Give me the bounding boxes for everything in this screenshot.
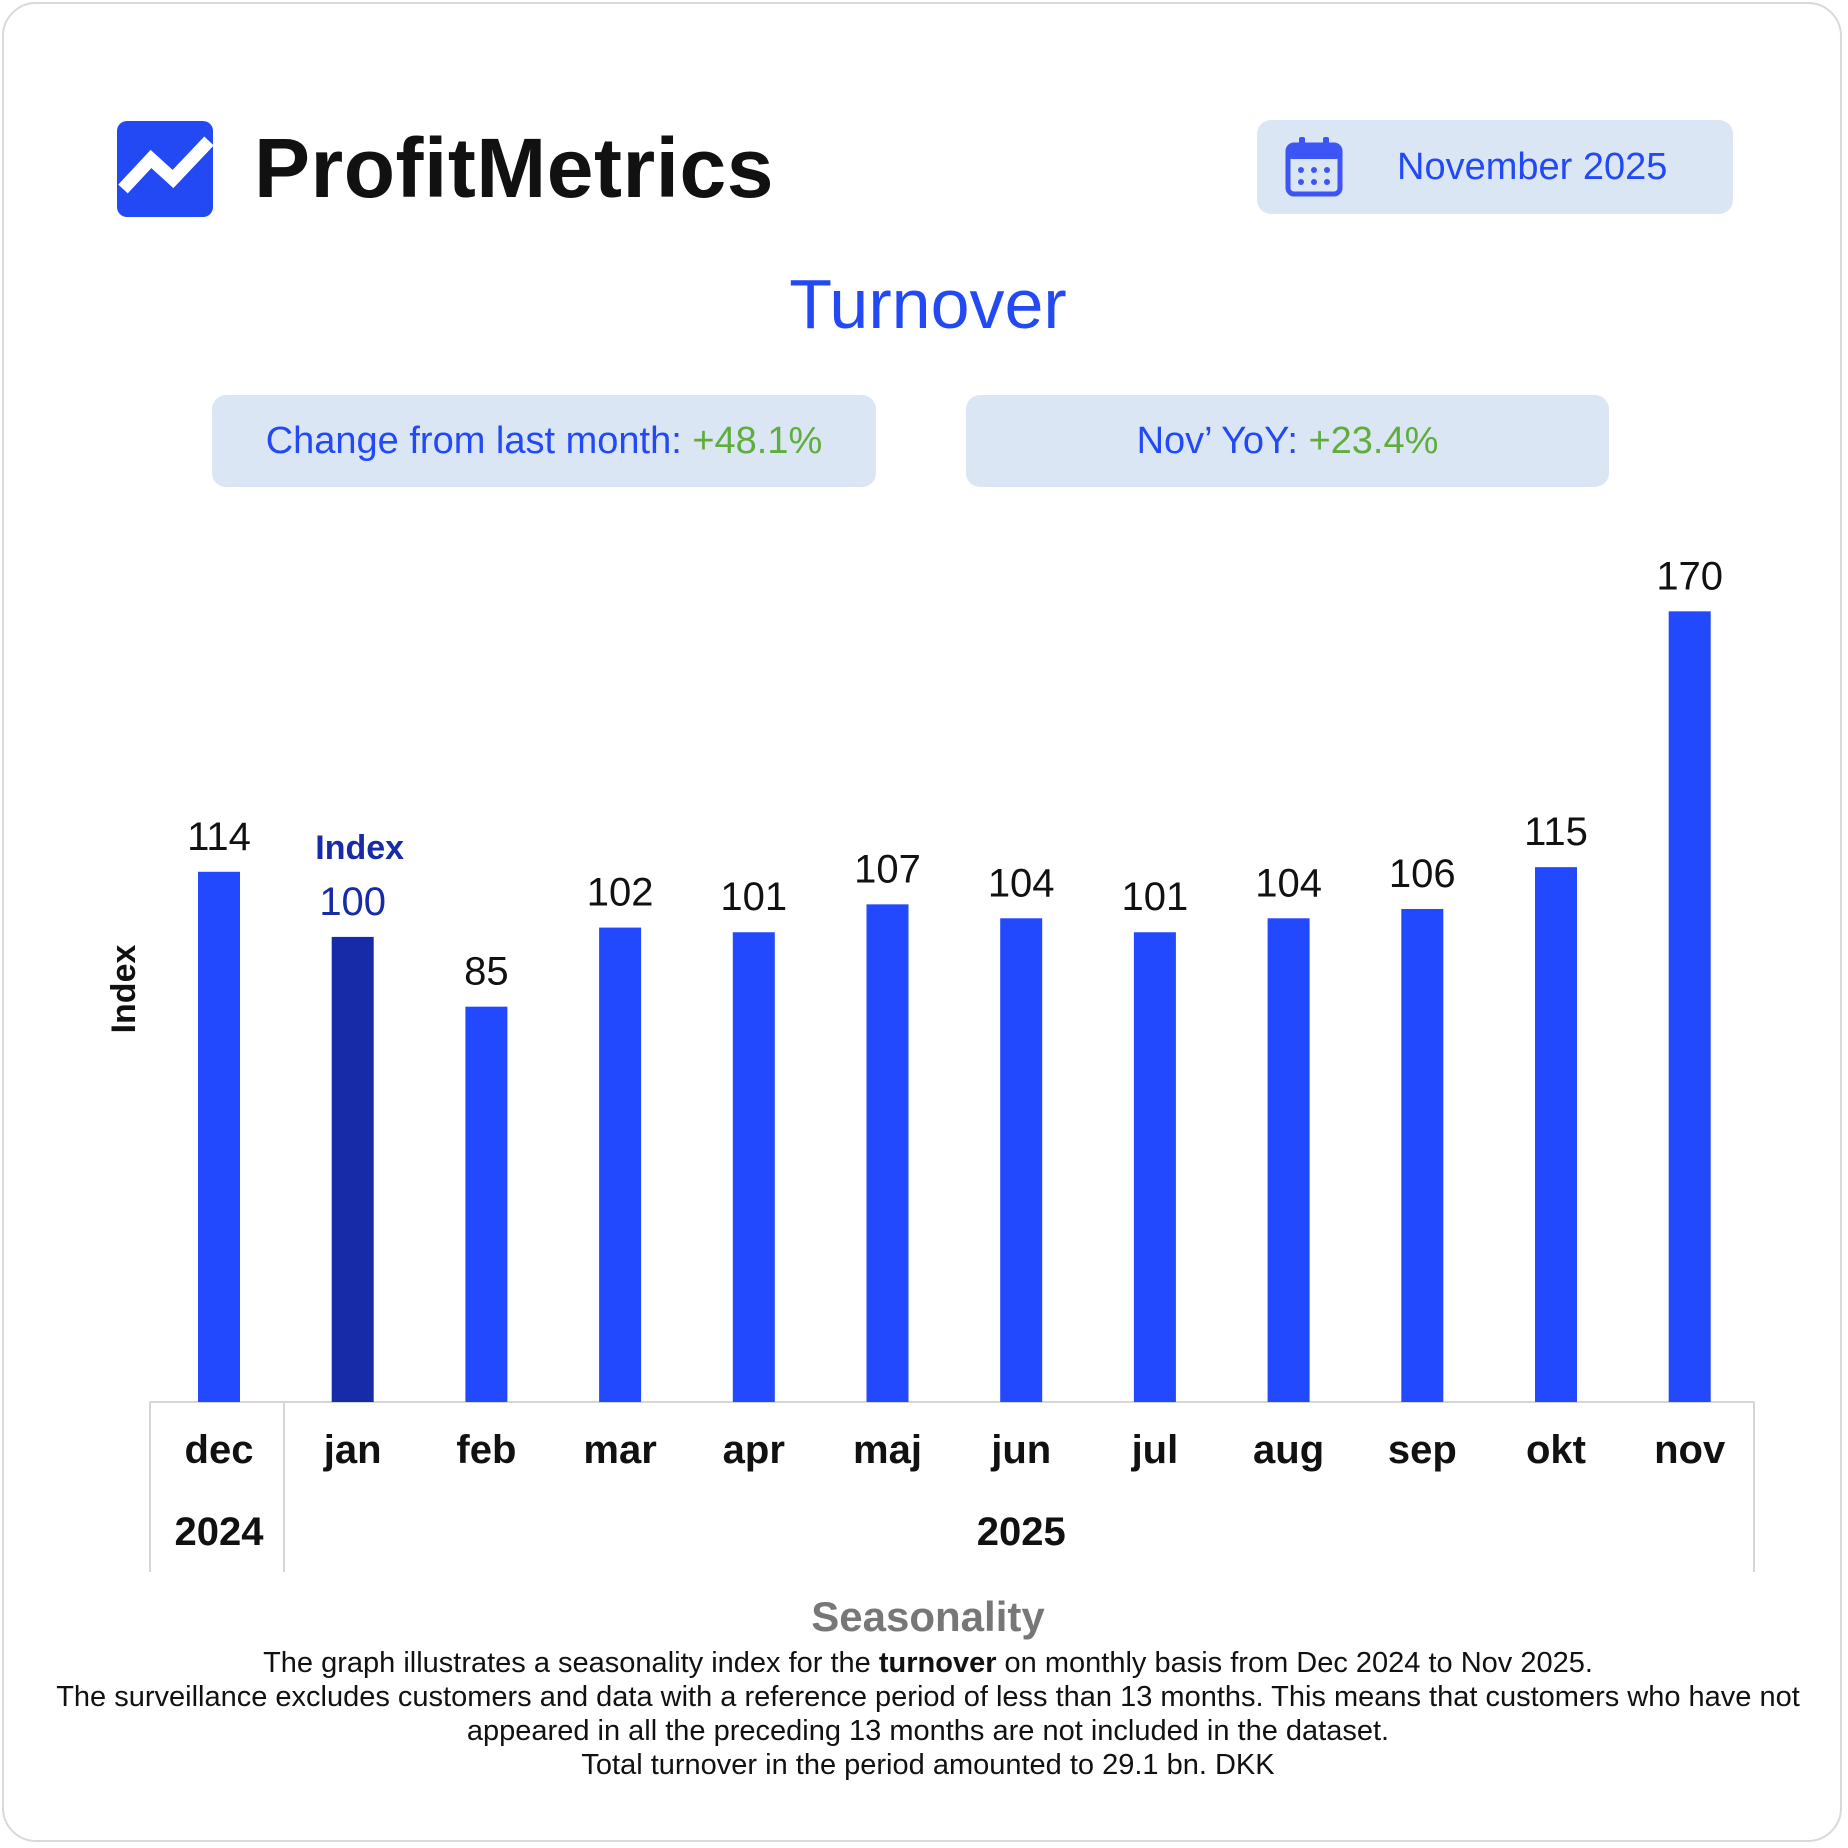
- kpi-yoy: Nov’ YoY: +23.4%: [966, 395, 1609, 487]
- calendar-icon: [1285, 137, 1343, 197]
- data-label-maj: 107: [854, 847, 921, 891]
- period-label: November 2025: [1397, 146, 1668, 188]
- x-tick-jul: jul: [1131, 1428, 1179, 1472]
- bar-jul: [1133, 932, 1176, 1402]
- bar-mar: [599, 927, 642, 1402]
- x-tick-okt: okt: [1526, 1428, 1586, 1472]
- year-label-2024: 2024: [175, 1510, 265, 1554]
- chart-title: Turnover: [789, 265, 1067, 343]
- data-label-jul: 101: [1122, 875, 1189, 919]
- bar-apr: [732, 932, 775, 1402]
- bar-jun: [1000, 918, 1043, 1402]
- brand-name: ProfitMetrics: [254, 121, 774, 215]
- data-label-dec: 114: [187, 815, 251, 859]
- footer-line-1-bold: turnover: [878, 1647, 997, 1679]
- x-tick-aug: aug: [1253, 1428, 1324, 1472]
- data-label-feb: 85: [464, 950, 509, 994]
- bar-nov: [1668, 611, 1711, 1402]
- data-label-aug: 104: [1255, 861, 1322, 905]
- trend-chart-logo: [117, 121, 213, 217]
- period-selector[interactable]: November 2025: [1257, 120, 1733, 214]
- data-label-nov: 170: [1656, 554, 1723, 598]
- footer-line-1: The graph illustrates a seasonality inde…: [44, 1646, 1812, 1680]
- x-tick-dec: dec: [185, 1428, 254, 1472]
- data-label-jun: 104: [988, 861, 1055, 905]
- kpi-yoy-label: Nov’ YoY:: [1136, 420, 1309, 462]
- data-label-jan: 100: [319, 880, 386, 924]
- bar-feb: [465, 1006, 508, 1402]
- x-tick-jan: jan: [323, 1428, 382, 1472]
- bar-dec: [198, 871, 240, 1402]
- footer-description: The graph illustrates a seasonality inde…: [44, 1646, 1812, 1782]
- kpi-month-change-value: +48.1%: [692, 420, 823, 462]
- kpi-month-change: Change from last month: +48.1%: [212, 395, 876, 487]
- x-tick-jun: jun: [990, 1428, 1051, 1472]
- footer-line-2: The surveillance excludes customers and …: [56, 1681, 1800, 1747]
- x-tick-mar: mar: [583, 1428, 656, 1472]
- footer-title: Seasonality: [811, 1593, 1045, 1640]
- data-label-sep: 106: [1389, 852, 1456, 896]
- y-axis-label: Index: [105, 945, 143, 1034]
- kpi-month-change-label: Change from last month:: [265, 420, 693, 462]
- bar-aug: [1267, 918, 1310, 1402]
- bar-jan: [331, 936, 374, 1402]
- bar-okt: [1535, 867, 1577, 1402]
- footer-line-1-pre: The graph illustrates a seasonality inde…: [263, 1647, 879, 1679]
- x-tick-sep: sep: [1388, 1428, 1457, 1472]
- footer-line-3: Total turnover in the period amounted to…: [581, 1749, 1275, 1781]
- bar-maj: [866, 904, 909, 1402]
- footer-line-1-post: on monthly basis from Dec 2024 to Nov 20…: [996, 1647, 1593, 1679]
- x-tick-nov: nov: [1654, 1428, 1726, 1472]
- seasonality-bar-chart: Index 114 dec 100 Index jan 85 feb 102 mar 101 apr 1…: [105, 554, 1755, 1572]
- x-tick-apr: apr: [723, 1428, 785, 1472]
- x-tick-maj: maj: [853, 1428, 922, 1472]
- x-tick-feb: feb: [456, 1428, 516, 1472]
- data-label-apr: 101: [720, 875, 787, 919]
- bar-sep: [1401, 908, 1444, 1402]
- data-label-okt: 115: [1524, 810, 1588, 854]
- kpi-yoy-value: +23.4%: [1308, 420, 1439, 462]
- data-label-mar: 102: [587, 871, 654, 915]
- base-index-annotation: Index: [315, 829, 404, 867]
- year-label-2025: 2025: [977, 1510, 1066, 1554]
